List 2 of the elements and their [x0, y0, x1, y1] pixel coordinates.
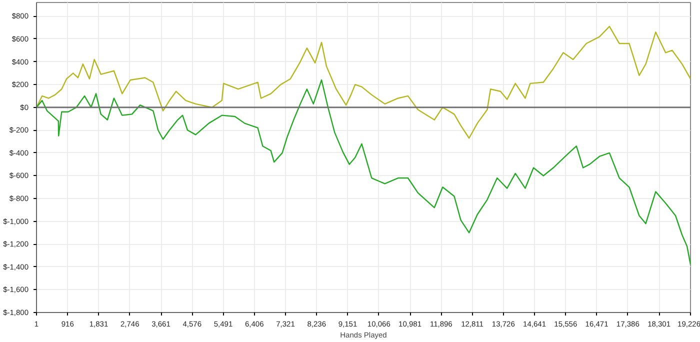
line-series: [36, 26, 690, 139]
line-series: [36, 79, 690, 266]
